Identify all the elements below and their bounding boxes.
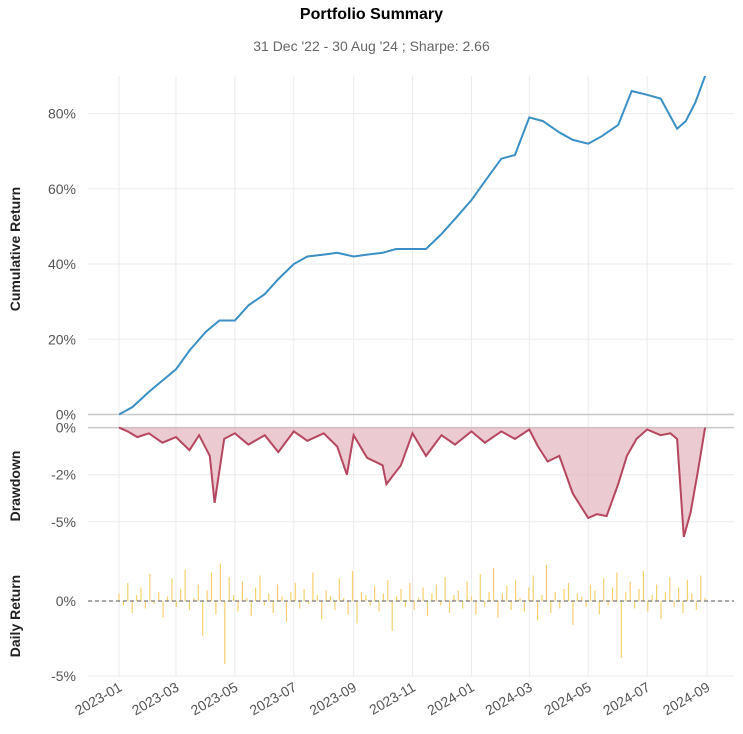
y-axis-label: Cumulative Return bbox=[7, 187, 23, 311]
x-tick-label: 2023-01 bbox=[72, 679, 125, 719]
x-tick-label: 2023-05 bbox=[188, 679, 241, 719]
y-tick-label: 60% bbox=[48, 181, 76, 197]
y-axis-label: Drawdown bbox=[7, 451, 23, 522]
chart-subtitle: 31 Dec '22 - 30 Aug '24 ; Sharpe: 2.66 bbox=[253, 38, 490, 54]
x-tick-label: 2024-09 bbox=[660, 679, 713, 719]
x-tick-label: 2023-11 bbox=[366, 679, 418, 718]
y-tick-label: 0% bbox=[56, 593, 76, 609]
x-tick-label: 2023-09 bbox=[307, 679, 360, 719]
x-tick-label: 2024-07 bbox=[600, 679, 653, 719]
cumulative-return-line bbox=[118, 75, 707, 416]
y-tick-label: -2% bbox=[51, 467, 76, 483]
y-axis-label: Daily Return bbox=[7, 575, 23, 657]
x-tick-label: 2023-03 bbox=[129, 679, 182, 719]
y-tick-label: -5% bbox=[51, 668, 76, 684]
y-tick-label: 0% bbox=[56, 420, 76, 436]
x-tick-label: 2023-07 bbox=[247, 679, 300, 719]
y-tick-label: 0% bbox=[56, 406, 76, 422]
y-tick-label: 40% bbox=[48, 256, 76, 272]
y-tick-label: 80% bbox=[48, 106, 76, 122]
drawdown-area bbox=[119, 427, 706, 537]
x-tick-label: 2024-03 bbox=[482, 679, 535, 719]
y-tick-label: 20% bbox=[48, 331, 76, 347]
chart-title: Portfolio Summary bbox=[299, 6, 444, 23]
x-tick-label: 2024-05 bbox=[541, 679, 594, 719]
x-tick-label: 2024-01 bbox=[424, 679, 477, 719]
y-tick-label: -5% bbox=[51, 514, 76, 530]
drawdown-line bbox=[118, 426, 707, 538]
